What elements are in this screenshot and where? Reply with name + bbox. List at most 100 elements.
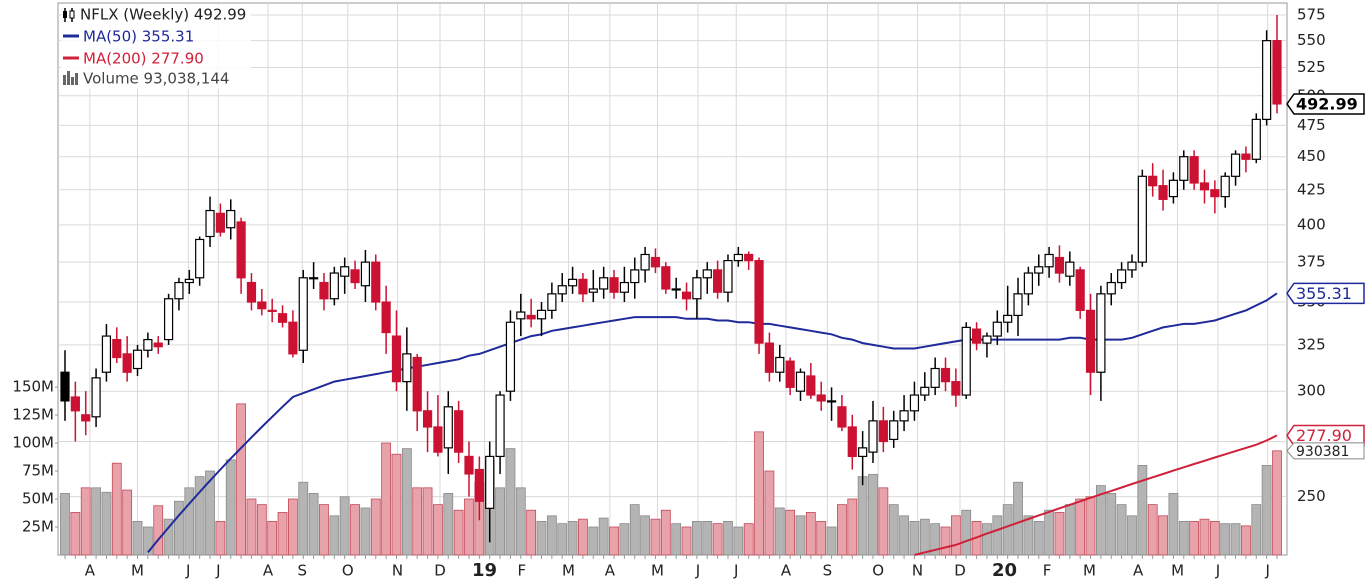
y2-tick-label: 75M	[22, 462, 54, 480]
volume-bar	[422, 487, 433, 556]
ma-line	[914, 434, 1278, 556]
candle-body	[1148, 175, 1158, 187]
y-tick-label: 450	[1297, 147, 1326, 165]
volume-bar	[526, 509, 537, 556]
candle-body	[505, 321, 516, 392]
candle-body	[485, 455, 495, 509]
volume-bar	[1241, 525, 1251, 556]
candle-body	[775, 356, 785, 373]
candle-body	[754, 260, 764, 344]
volume-bar	[878, 487, 889, 556]
candle-body	[319, 281, 329, 300]
volume-bar	[598, 517, 609, 556]
candle-body	[609, 277, 619, 293]
candle-body	[91, 377, 101, 418]
candle-body	[381, 301, 391, 334]
candle-body	[1117, 269, 1127, 284]
volume-bar	[267, 521, 278, 556]
x-tick-label: J	[215, 562, 220, 580]
volume-bar	[805, 512, 816, 556]
x-tick-label: A	[781, 562, 792, 580]
volume-bar	[816, 521, 827, 556]
volume-bar	[919, 518, 930, 556]
volume-bar	[101, 491, 112, 556]
volume-tag	[1286, 442, 1365, 460]
candle-body	[1189, 156, 1199, 184]
y2-tick-label: 25M	[22, 518, 54, 536]
volume-bar	[1272, 450, 1282, 556]
volume-bar	[1127, 515, 1137, 556]
candle-body	[236, 221, 246, 279]
volume-bar	[1230, 523, 1241, 556]
candle-body	[920, 386, 930, 396]
candle-body	[195, 238, 205, 279]
legend-bg	[61, 5, 251, 89]
volume-bar	[1044, 509, 1055, 556]
x-tick-label: 19	[472, 560, 497, 581]
candle-body	[547, 293, 557, 311]
candle-body	[692, 277, 702, 300]
candle-body	[257, 301, 267, 310]
x-tick-label: N	[392, 562, 403, 580]
candle-body	[536, 309, 547, 320]
volume-bar	[308, 493, 319, 556]
volume-bar	[350, 504, 360, 556]
volume-bar	[847, 498, 858, 556]
volume-bar	[992, 515, 1003, 556]
volume-bar	[1168, 493, 1179, 556]
y-tick-label: 575	[1297, 5, 1326, 23]
candle-body	[795, 371, 806, 392]
candle-body	[940, 367, 951, 383]
volume-bar	[236, 403, 247, 556]
x-tick-label: J	[695, 562, 700, 580]
volume-bar	[702, 521, 713, 556]
candle-body	[961, 326, 971, 396]
candle-body	[1230, 153, 1241, 177]
x-tick-label: J	[1264, 562, 1269, 580]
candle-body	[433, 426, 443, 453]
candle-body	[899, 410, 909, 422]
volume-bar	[453, 509, 464, 556]
y2-tick-label: 125M	[12, 406, 54, 424]
volume-bar	[950, 515, 961, 556]
candle-body	[567, 278, 578, 287]
volume-bar	[888, 504, 899, 556]
volume-bar	[464, 498, 474, 556]
volume-bar	[857, 476, 868, 556]
candle-body	[402, 353, 412, 383]
x-tick-label: A	[605, 562, 616, 580]
x-tick-label: M	[651, 562, 664, 580]
candle-body	[112, 338, 122, 359]
y-tick-label: 400	[1297, 215, 1326, 233]
candle-body	[982, 335, 992, 344]
volume-bar	[381, 442, 392, 556]
price-tag	[1286, 282, 1365, 305]
candle-body	[1054, 256, 1065, 274]
volume-bar	[1013, 481, 1023, 556]
volume-bar	[142, 526, 153, 556]
candle-body	[153, 342, 163, 348]
volume-bar	[443, 493, 454, 556]
volume-bar	[329, 515, 340, 556]
volume-bar	[122, 489, 133, 556]
candle-body	[1199, 182, 1210, 191]
candle-body	[1127, 261, 1137, 271]
price-tag-label: 355.31	[1296, 284, 1352, 303]
candle-body	[1168, 179, 1179, 198]
candle-body	[671, 288, 681, 291]
candle-body	[122, 353, 132, 373]
volume-bar	[609, 526, 619, 556]
candle-body	[1085, 309, 1096, 373]
volume-bar	[826, 526, 837, 556]
candle-body	[889, 420, 899, 441]
y-tick-label: 525	[1297, 58, 1326, 76]
candle-body	[1220, 175, 1230, 198]
volume-bar	[70, 512, 81, 556]
x-tick-label: F	[1043, 562, 1052, 580]
volume-bar	[1261, 465, 1272, 556]
volume-bar	[132, 521, 143, 556]
candle-body	[309, 277, 319, 280]
volume-bar	[515, 487, 526, 556]
volume-bar	[1106, 493, 1117, 556]
volume-bar	[1158, 515, 1168, 556]
